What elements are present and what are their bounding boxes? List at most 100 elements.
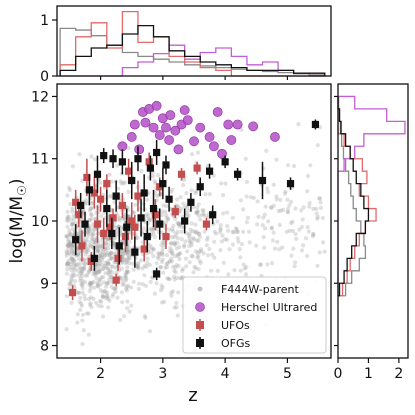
parent-point (86, 311, 91, 316)
parent-point (122, 282, 127, 287)
parent-point (254, 243, 259, 248)
parent-point (185, 205, 190, 210)
parent-point (156, 251, 161, 256)
parent-point (87, 208, 93, 213)
parent-point (151, 247, 156, 252)
parent-point (99, 253, 104, 258)
parent-point (170, 187, 175, 192)
parent-point (307, 204, 312, 209)
parent-point (300, 217, 305, 222)
parent-point (68, 280, 73, 285)
parent-point (186, 233, 192, 238)
parent-point (166, 216, 171, 221)
parent-point (291, 163, 297, 169)
parent-point (201, 212, 206, 217)
parent-point (69, 256, 74, 261)
parent-point (241, 229, 246, 234)
parent-point (164, 215, 169, 220)
ofg-point (311, 120, 320, 129)
parent-point (124, 269, 130, 274)
parent-point (82, 267, 87, 272)
parent-point (124, 260, 129, 265)
parent-point (95, 243, 100, 248)
parent-point (195, 209, 200, 214)
parent-point (285, 206, 291, 211)
parent-point (86, 248, 91, 253)
parent-point (108, 275, 113, 280)
parent-point (94, 275, 99, 281)
parent-point (110, 264, 115, 269)
ufo-point (114, 254, 122, 262)
parent-point (92, 157, 98, 162)
parent-point (271, 182, 276, 187)
ufo-point (83, 173, 91, 182)
parent-point (67, 185, 72, 190)
top-ytick-label: 0 (40, 69, 49, 85)
parent-point (122, 212, 127, 217)
parent-point (195, 209, 200, 214)
parent-point (66, 239, 71, 244)
parent-point (238, 255, 243, 260)
parent-point (243, 156, 248, 161)
parent-point (189, 221, 194, 226)
parent-point (107, 257, 113, 262)
herschel-point (148, 122, 159, 133)
parent-point (301, 205, 306, 210)
parent-point (193, 229, 198, 234)
parent-point (119, 266, 124, 271)
parent-point (86, 230, 91, 235)
parent-point (174, 305, 179, 310)
ofg-point (109, 155, 117, 163)
parent-point (169, 256, 174, 261)
parent-point (66, 261, 71, 266)
parent-point (65, 267, 70, 272)
parent-point (131, 279, 136, 284)
parent-point (103, 271, 108, 276)
right-xtick-label: 2 (394, 366, 403, 382)
parent-point (200, 212, 205, 218)
herschel-point (126, 132, 137, 142)
parent-point (69, 217, 74, 222)
parent-point (315, 263, 320, 268)
parent-point (96, 264, 101, 269)
parent-point (292, 264, 297, 269)
parent-point (161, 203, 166, 208)
parent-point (214, 231, 219, 236)
parent-point (109, 250, 114, 255)
parent-point (175, 253, 180, 259)
parent-point (175, 197, 180, 202)
parent-point (286, 163, 291, 168)
parent-point (99, 214, 104, 219)
parent-point (169, 241, 174, 246)
parent-point (204, 237, 210, 242)
right-xtick-label: 0 (334, 366, 343, 382)
parent-point (68, 252, 73, 257)
parent-point (100, 250, 105, 255)
parent-point (95, 280, 100, 285)
parent-point (182, 204, 188, 210)
parent-point (105, 267, 111, 272)
parent-point (105, 294, 110, 299)
parent-point (175, 236, 180, 241)
parent-point (139, 168, 144, 174)
legend-marker-parent (197, 286, 203, 292)
ufo-point (140, 245, 148, 253)
y-axis-label-close: ) (7, 178, 27, 185)
ofg-point (123, 223, 131, 231)
parent-point (137, 281, 142, 286)
parent-point (197, 231, 202, 236)
ofg-point (181, 217, 189, 225)
top-histogram-step (59, 24, 326, 76)
parent-point (102, 252, 107, 257)
parent-point (80, 286, 85, 291)
parent-point (121, 217, 126, 222)
parent-point (126, 189, 131, 194)
parent-point (65, 242, 70, 247)
parent-point (175, 204, 180, 209)
top-histogram-frame (56, 5, 332, 77)
parent-point (155, 227, 160, 232)
parent-point (88, 244, 93, 249)
parent-point (73, 267, 78, 272)
parent-point (99, 262, 104, 268)
parent-point (107, 261, 112, 267)
